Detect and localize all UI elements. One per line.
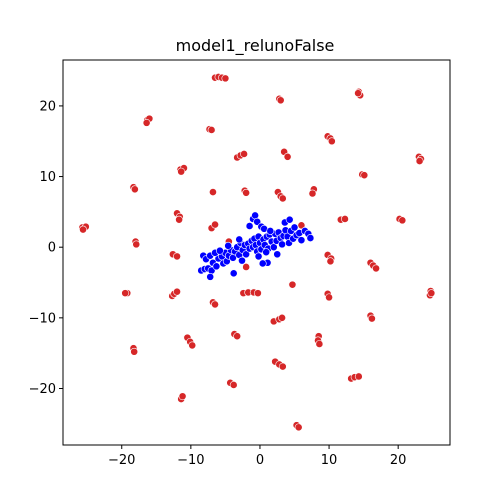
red-point-39 <box>308 189 317 198</box>
blue-point-61 <box>306 234 315 242</box>
red-point-95 <box>188 341 197 350</box>
red-point-82 <box>427 289 436 298</box>
red-point-22 <box>240 150 248 158</box>
y-tick-label: 0 <box>48 241 56 256</box>
red-point-103 <box>354 372 363 381</box>
red-point-109 <box>294 423 303 432</box>
red-point-75 <box>288 280 297 289</box>
blue-point-9 <box>212 262 221 271</box>
red-point-89 <box>233 332 242 341</box>
chart-title: model1_relunoFalse <box>176 36 335 56</box>
blue-point-73 <box>266 227 275 235</box>
y-tick-label: −10 <box>29 311 56 326</box>
blue-point-43 <box>269 243 278 252</box>
red-point-42 <box>175 215 183 224</box>
red-point-77 <box>325 293 333 302</box>
blue-point-55 <box>290 223 299 232</box>
blue-point-75 <box>285 215 294 224</box>
blue-point-71 <box>238 256 246 265</box>
red-point-105 <box>229 381 238 389</box>
red-point-16 <box>327 137 336 146</box>
red-point-74 <box>253 289 262 298</box>
red-point-50 <box>398 216 407 225</box>
red-point-34 <box>242 188 251 197</box>
red-point-87 <box>278 313 286 322</box>
red-point-53 <box>79 225 87 234</box>
axis-ticks: −20 −10 0 10 20 −20 −10 0 10 20 <box>29 99 407 468</box>
red-point-11 <box>142 118 151 127</box>
red-point-8 <box>354 89 362 98</box>
red-point-13 <box>207 126 216 134</box>
blue-point-69 <box>224 241 233 250</box>
red-point-31 <box>130 185 139 194</box>
plot-frame <box>62 59 451 446</box>
red-point-37 <box>278 194 287 203</box>
red-point-24 <box>283 152 292 161</box>
blue-point-26 <box>242 250 251 259</box>
red-point-92 <box>315 340 324 348</box>
red-point-3 <box>221 74 230 83</box>
red-point-5 <box>276 96 285 105</box>
x-tick-label: 0 <box>256 453 264 468</box>
red-point-79 <box>211 300 219 309</box>
red-point-100 <box>278 362 287 371</box>
blue-point-64 <box>253 217 262 226</box>
blue-point-72 <box>262 248 271 257</box>
x-tick-label: 10 <box>321 453 338 468</box>
blue-point-20 <box>229 269 238 278</box>
red-point-57 <box>173 252 181 261</box>
x-tick-label: 20 <box>390 453 407 468</box>
red-point-32 <box>209 188 217 196</box>
red-point-27 <box>177 167 186 176</box>
red-point-46 <box>297 221 306 230</box>
y-tick-label: 10 <box>39 170 56 185</box>
red-point-29 <box>360 171 369 180</box>
red-point-84 <box>368 314 376 323</box>
x-tick-label: −10 <box>177 453 204 468</box>
data-points <box>78 73 436 432</box>
y-tick-label: 20 <box>39 99 56 114</box>
red-point-107 <box>178 392 187 401</box>
red-point-55 <box>132 240 141 249</box>
red-point-70 <box>173 287 181 296</box>
blue-point-78 <box>254 252 263 261</box>
red-point-59 <box>242 263 251 271</box>
blue-point-65 <box>245 222 254 230</box>
red-point-65 <box>372 264 380 273</box>
x-tick-label: −20 <box>108 453 135 468</box>
red-point-19 <box>415 157 424 165</box>
blue-point-7 <box>206 272 215 281</box>
blue-point-79 <box>258 259 267 268</box>
blue-point-70 <box>215 246 224 255</box>
blue-point-48 <box>278 240 286 249</box>
y-tick-label: −20 <box>29 382 56 397</box>
red-point-97 <box>130 347 139 356</box>
blue-point-77 <box>273 250 282 259</box>
red-point-62 <box>326 257 335 266</box>
blue-point-58 <box>297 236 306 245</box>
red-point-67 <box>121 289 130 298</box>
red-point-44 <box>211 220 219 229</box>
blue-point-68 <box>235 235 244 244</box>
red-point-48 <box>341 215 349 223</box>
